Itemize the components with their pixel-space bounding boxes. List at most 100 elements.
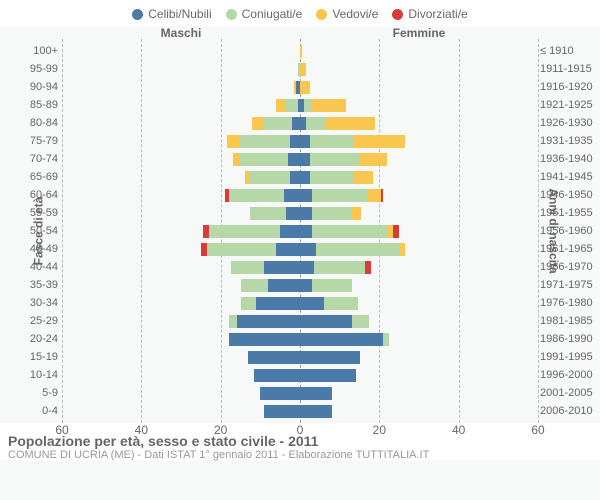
age-label: 0-4 xyxy=(4,405,58,417)
male-bar xyxy=(62,45,300,58)
seg-celibi xyxy=(300,189,312,202)
seg-celibi xyxy=(300,279,312,292)
seg-celibi xyxy=(280,225,300,238)
x-tick: 20 xyxy=(214,423,227,437)
bar-rows: 100+ ≤ 1910 95-99 1911-1915 xyxy=(62,42,538,420)
year-label: ≤ 1910 xyxy=(540,45,596,57)
female-bar xyxy=(300,405,538,418)
seg-vedovi xyxy=(352,207,362,220)
legend-item: Coniugati/e xyxy=(226,7,303,21)
seg-celibi xyxy=(248,351,300,364)
male-bar xyxy=(62,279,300,292)
seg-vedovi xyxy=(312,99,346,112)
bar-container xyxy=(62,387,538,400)
seg-vedovi xyxy=(354,171,374,184)
seg-coniugati xyxy=(207,243,276,256)
seg-celibi xyxy=(300,135,310,148)
age-label: 40-44 xyxy=(4,261,58,273)
x-tick: 40 xyxy=(135,423,148,437)
seg-coniugati xyxy=(312,207,352,220)
bar-container xyxy=(62,81,538,94)
female-bar xyxy=(300,135,538,148)
x-tick: 0 xyxy=(297,423,304,437)
seg-coniugati xyxy=(312,279,352,292)
female-bar xyxy=(300,261,538,274)
bar-container xyxy=(62,135,538,148)
seg-celibi xyxy=(300,261,314,274)
age-row: 70-74 1936-1940 xyxy=(62,150,538,168)
year-label: 1931-1935 xyxy=(540,135,596,147)
age-row: 5-9 2001-2005 xyxy=(62,384,538,402)
seg-vedovi xyxy=(399,243,405,256)
seg-coniugati xyxy=(250,207,286,220)
bar-container xyxy=(62,189,538,202)
year-label: 1941-1945 xyxy=(540,171,596,183)
seg-celibi xyxy=(300,387,332,400)
age-label: 45-49 xyxy=(4,243,58,255)
year-label: 1936-1940 xyxy=(540,153,596,165)
seg-coniugati xyxy=(312,189,368,202)
female-bar xyxy=(300,351,538,364)
age-row: 10-14 1996-2000 xyxy=(62,366,538,384)
seg-coniugati xyxy=(209,225,280,238)
year-label: 1921-1925 xyxy=(540,99,596,111)
age-label: 95-99 xyxy=(4,63,58,75)
seg-celibi xyxy=(300,153,310,166)
seg-vedovi xyxy=(300,45,302,58)
gender-headers: Maschi Femmine xyxy=(0,26,600,42)
legend-label: Celibi/Nubili xyxy=(148,7,211,21)
year-label: 2001-2005 xyxy=(540,387,596,399)
age-row: 60-64 1946-1950 xyxy=(62,186,538,204)
bar-container xyxy=(62,207,538,220)
legend: Celibi/NubiliConiugati/eVedovi/eDivorzia… xyxy=(0,0,600,26)
population-pyramid-chart: Celibi/NubiliConiugati/eVedovi/eDivorzia… xyxy=(0,0,600,500)
male-bar xyxy=(62,297,300,310)
age-row: 75-79 1931-1935 xyxy=(62,132,538,150)
bar-container xyxy=(62,297,538,310)
bar-container xyxy=(62,333,538,346)
seg-coniugati xyxy=(241,297,257,310)
seg-coniugati xyxy=(229,315,237,328)
header-female: Femmine xyxy=(300,26,538,40)
age-row: 15-19 1991-1995 xyxy=(62,348,538,366)
seg-celibi xyxy=(300,315,352,328)
legend-label: Divorziati/e xyxy=(408,7,467,21)
bar-container xyxy=(62,117,538,130)
seg-coniugati xyxy=(304,99,312,112)
seg-celibi xyxy=(284,189,300,202)
seg-celibi xyxy=(286,207,300,220)
seg-celibi xyxy=(256,297,300,310)
age-row: 80-84 1926-1930 xyxy=(62,114,538,132)
age-label: 75-79 xyxy=(4,135,58,147)
year-label: 1986-1990 xyxy=(540,333,596,345)
age-row: 20-24 1986-1990 xyxy=(62,330,538,348)
seg-divorziati xyxy=(393,225,399,238)
age-label: 20-24 xyxy=(4,333,58,345)
seg-celibi xyxy=(300,369,356,382)
seg-celibi xyxy=(292,117,300,130)
male-bar xyxy=(62,189,300,202)
x-tick: 60 xyxy=(55,423,68,437)
year-label: 1951-1955 xyxy=(540,207,596,219)
bar-container xyxy=(62,405,538,418)
male-bar xyxy=(62,261,300,274)
age-row: 40-44 1966-1970 xyxy=(62,258,538,276)
seg-celibi xyxy=(237,315,300,328)
chart-subtitle: COMUNE DI UCRIA (ME) - Dati ISTAT 1° gen… xyxy=(8,449,592,461)
seg-coniugati xyxy=(314,261,366,274)
age-row: 45-49 1961-1965 xyxy=(62,240,538,258)
year-label: 1966-1970 xyxy=(540,261,596,273)
seg-vedovi xyxy=(276,99,286,112)
seg-coniugati xyxy=(231,261,265,274)
age-row: 55-59 1951-1955 xyxy=(62,204,538,222)
bar-container xyxy=(62,153,538,166)
bar-container xyxy=(62,369,538,382)
seg-vedovi xyxy=(252,117,264,130)
female-bar xyxy=(300,279,538,292)
seg-celibi xyxy=(268,279,300,292)
seg-celibi xyxy=(300,297,324,310)
age-label: 30-34 xyxy=(4,297,58,309)
seg-celibi xyxy=(290,135,300,148)
seg-vedovi xyxy=(300,81,310,94)
female-bar xyxy=(300,333,538,346)
